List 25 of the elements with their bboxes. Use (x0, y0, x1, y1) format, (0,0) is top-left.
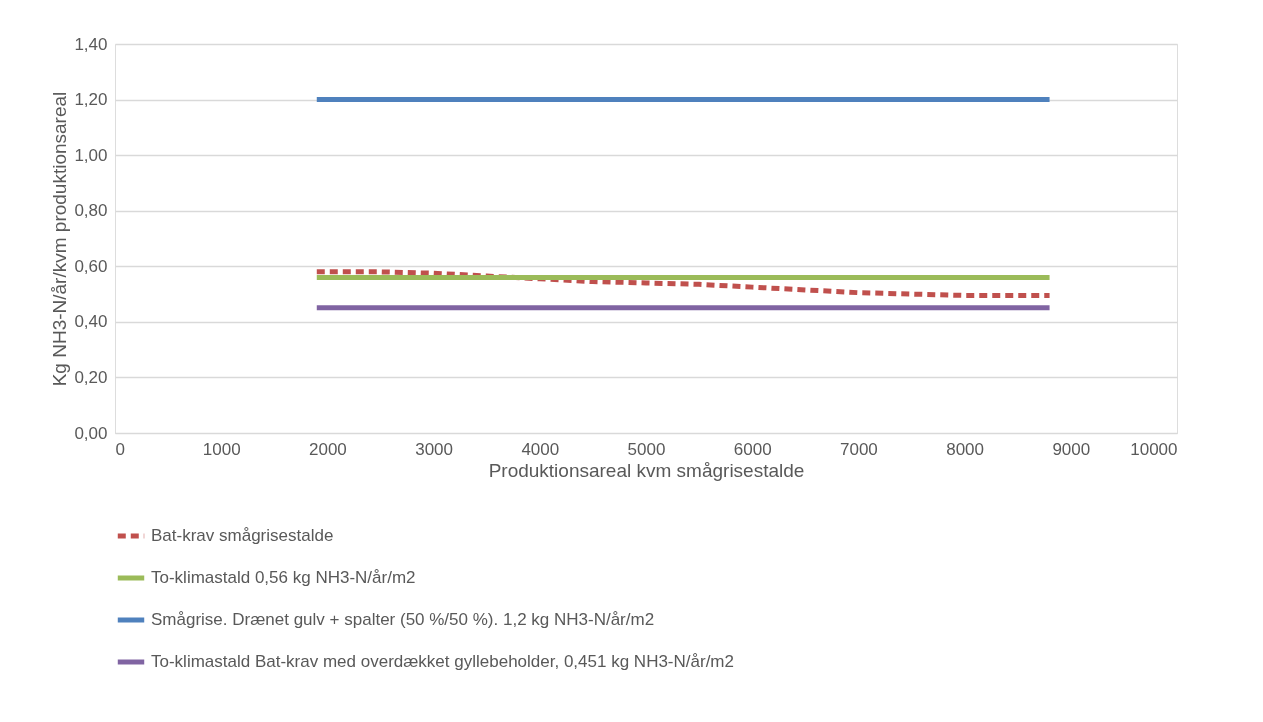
x-tick-label: 2000 (308, 439, 347, 459)
x-tick-label: 5000 (627, 439, 666, 459)
x-tick-label: 9000 (1052, 439, 1091, 459)
legend-label: Smågrise. Drænet gulv + spalter (50 %/50 %). 1,2 kg NH3-N/år/m2 (151, 610, 655, 629)
y-tick-label: 0,80 (74, 201, 108, 221)
y-tick-label: 1,40 (74, 34, 108, 54)
legend-label: To-klimastald 0,56 kg NH3-N/år/m2 (151, 568, 416, 587)
y-tick-label: 1,20 (74, 90, 108, 110)
legend-label: Bat-krav smågrisestalde (151, 526, 334, 545)
y-axis-title: Kg NH3-N/år/kvm produktionsareal (49, 91, 71, 387)
x-tick-label: 0 (115, 439, 125, 459)
x-tick-label: 7000 (839, 439, 878, 459)
x-tick-label: 8000 (946, 439, 985, 459)
y-tick-label: 1,00 (74, 145, 108, 165)
x-tick-label: 4000 (521, 439, 560, 459)
legend-label: To-klimastald Bat-krav med overdækket gyllebeholder, 0,451 kg NH3-N/år/m2 (151, 652, 734, 671)
x-tick-label: 6000 (733, 439, 772, 459)
x-tick-label: 3000 (415, 439, 454, 459)
x-tick-label: 1000 (202, 439, 241, 459)
y-tick-label: 0,40 (74, 312, 108, 332)
x-tick-label: 10000 (1130, 439, 1178, 459)
x-axis-title: Produktionsareal kvm smågrisestalde (488, 459, 805, 481)
y-tick-label: 0,20 (74, 367, 108, 387)
y-tick-label: 0,60 (74, 256, 108, 276)
y-tick-label: 0,00 (74, 423, 108, 443)
